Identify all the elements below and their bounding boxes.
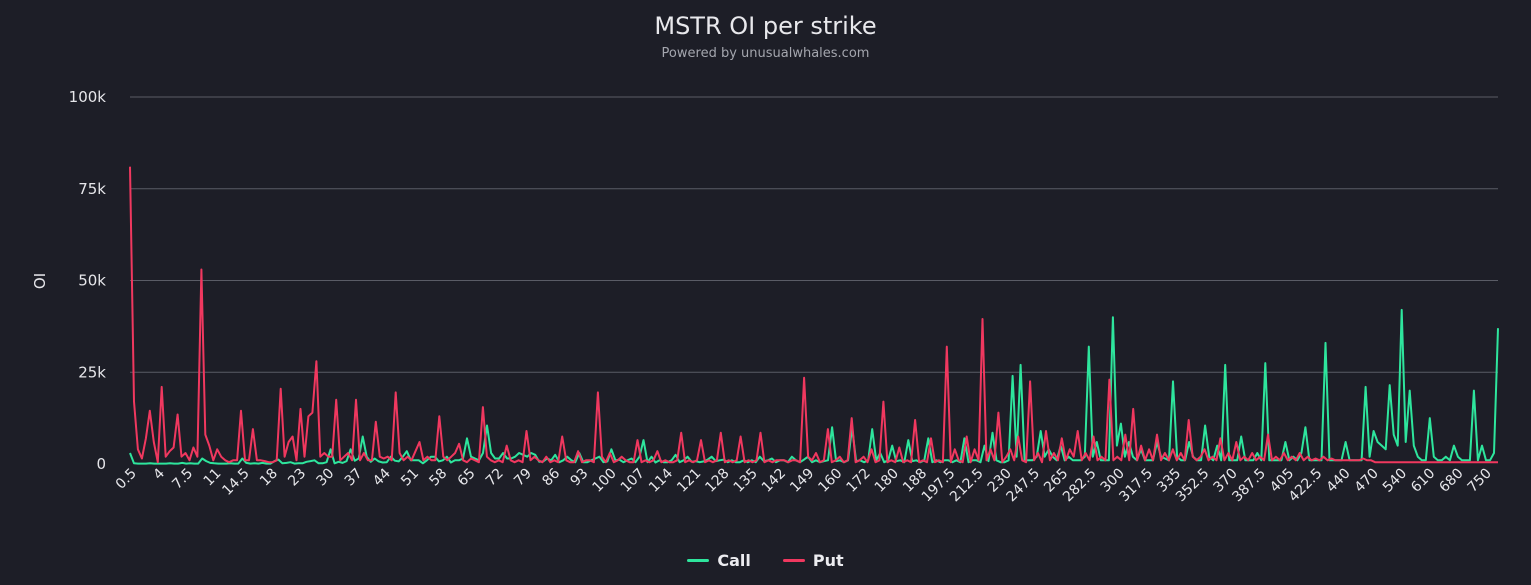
x-tick-label: 114 (646, 465, 676, 495)
y-tick-label: 100k (69, 88, 107, 106)
y-tick-label: 0 (96, 455, 106, 473)
x-tick-label: 135 (731, 466, 761, 496)
y-axis-label: OI (31, 273, 49, 289)
y-tick-label: 50k (78, 272, 106, 290)
x-tick-label: 142 (759, 466, 789, 496)
legend-label: Put (812, 551, 844, 570)
x-tick-label: 14.5 (219, 466, 252, 499)
chart-title: MSTR OI per strike (654, 12, 877, 40)
x-tick-label: 172 (844, 466, 874, 496)
x-tick-label: 72 (483, 466, 507, 490)
x-tick-label: 93 (568, 466, 592, 490)
x-tick-label: 149 (787, 466, 817, 496)
y-tick-label: 25k (78, 363, 106, 381)
x-tick-label: 23 (285, 466, 309, 490)
x-tick-label: 7.5 (169, 466, 196, 493)
x-tick-label: 30 (314, 466, 338, 490)
grid-lines (130, 96, 1498, 373)
y-tick-label: 75k (78, 180, 106, 198)
x-tick-label: 37 (342, 466, 366, 490)
x-tick-label: 160 (815, 466, 845, 496)
x-tick-label: 65 (455, 466, 479, 490)
x-tick-label: 0.5 (113, 466, 140, 493)
x-tick-label: 4 (150, 465, 168, 483)
x-tick-label: 79 (511, 466, 535, 490)
x-tick-label: 18 (257, 466, 281, 490)
x-tick-label: 51 (398, 466, 422, 490)
legend-item-call[interactable]: Call (687, 551, 751, 570)
series-layer (129, 166, 1499, 465)
x-tick-label: 121 (674, 466, 704, 496)
x-tick-label: 680 (1436, 466, 1466, 496)
x-tick-label: 107 (618, 466, 648, 496)
x-tick-label: 440 (1323, 466, 1353, 496)
x-tick-label: 100 (590, 466, 620, 496)
legend-item-put[interactable]: Put (782, 551, 844, 570)
x-tick-label: 540 (1380, 466, 1410, 496)
legend-swatch (782, 559, 805, 562)
x-tick-label: 58 (426, 466, 450, 490)
x-tick-label: 128 (702, 466, 732, 496)
legend-label: Call (717, 551, 751, 570)
y-axis-ticks: 0 25k 50k 75k 100k (69, 88, 107, 473)
legend: Call Put (0, 551, 1531, 570)
series-line-put (129, 166, 1498, 464)
x-tick-label: 610 (1408, 466, 1438, 496)
x-tick-label: 44 (370, 465, 394, 489)
chart-subtitle: Powered by unusualwhales.com (661, 46, 870, 61)
x-tick-label: 86 (539, 465, 563, 489)
legend-swatch (687, 559, 710, 562)
x-tick-label: 470 (1352, 466, 1382, 496)
x-tick-label: 180 (872, 466, 902, 496)
series-line-call (129, 308, 1499, 465)
x-tick-label: 750 (1465, 466, 1495, 496)
